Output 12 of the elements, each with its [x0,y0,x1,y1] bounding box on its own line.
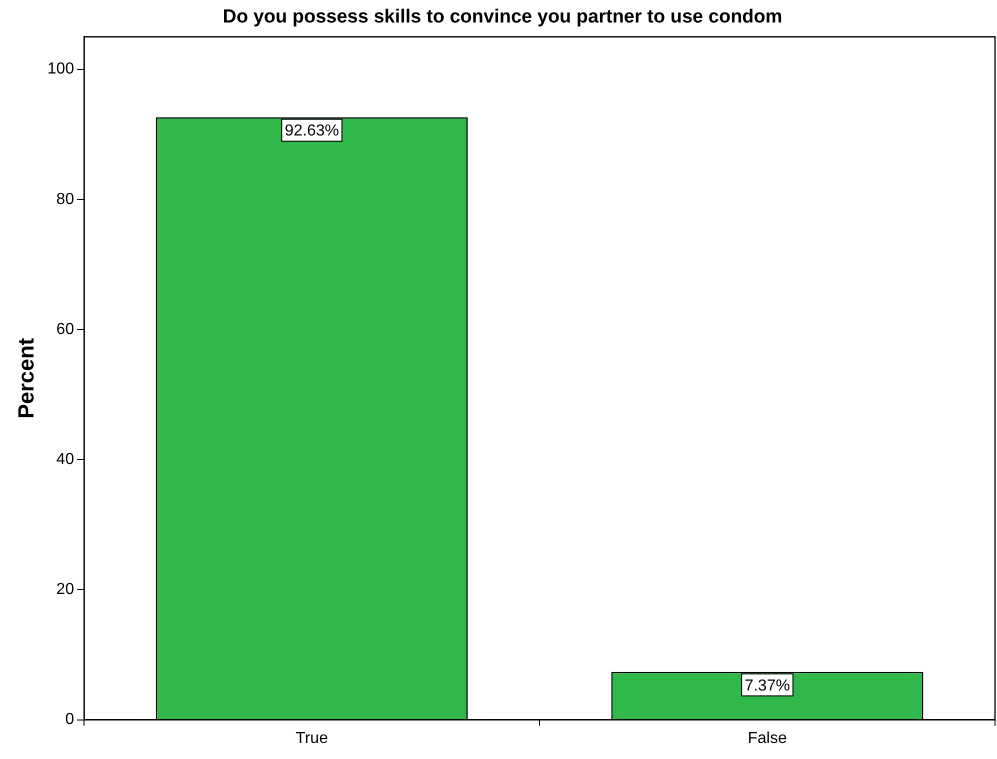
data-label: 7.37% [744,677,790,694]
y-tick-label: 60 [56,320,74,338]
chart-title: Do you possess skills to convince you partner to use condom [222,6,782,28]
y-tick-label: 20 [56,581,74,598]
y-axis-title: Percent [13,337,38,419]
x-tick-label: True [296,730,328,747]
y-tick-label: 40 [56,451,74,468]
y-tick-label: 100 [47,60,74,78]
y-tick-label: 0 [65,711,74,728]
y-tick-label: 80 [56,190,74,208]
data-label: 92.63% [284,122,339,140]
x-tick-label: False [748,730,787,747]
